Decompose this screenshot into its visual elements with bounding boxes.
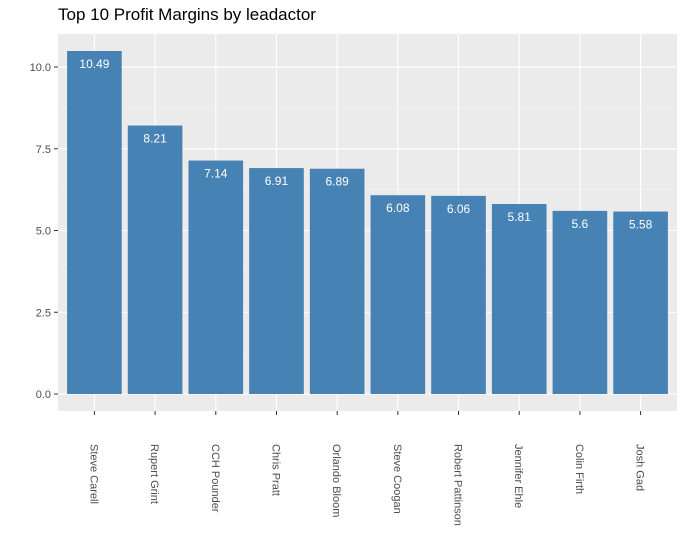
bar	[431, 195, 486, 394]
x-tick-label: CCH Pounder	[209, 444, 221, 513]
bar-value-label: 7.14	[204, 167, 228, 181]
bar-value-label: 6.91	[265, 174, 289, 188]
bar	[249, 168, 304, 394]
bar	[127, 125, 183, 394]
bar-value-label: 5.6	[572, 217, 589, 231]
x-tick-label: Robert Pattinson	[452, 444, 464, 526]
bar	[613, 211, 668, 394]
x-tick-label: Josh Gad	[634, 444, 646, 491]
x-tick-label: Orlando Bloom	[330, 444, 342, 517]
bar-value-label: 6.89	[325, 175, 349, 189]
y-axis: 0.0 2.5 5.0 7.5 10.0	[30, 62, 58, 401]
bar	[67, 51, 122, 394]
x-tick-label: Chris Pratt	[269, 444, 281, 496]
y-tick-label: 5.0	[36, 226, 51, 238]
chart-title: Top 10 Profit Margins by leadactor	[58, 5, 316, 24]
x-tick-label: Jennifer Ehle	[512, 444, 524, 508]
bar	[552, 210, 608, 394]
bar	[491, 204, 547, 394]
y-tick-label: 7.5	[36, 144, 51, 156]
y-tick-label: 0.0	[36, 389, 51, 401]
bar	[188, 160, 244, 394]
bar-value-label: 5.58	[629, 218, 653, 232]
bar-value-label: 6.08	[386, 201, 410, 215]
bar	[309, 168, 365, 394]
x-tick-label: Rupert Grint	[148, 444, 160, 504]
bar	[370, 195, 426, 394]
x-tick-label: Steve Coogan	[391, 444, 403, 514]
bar-value-label: 8.21	[143, 132, 167, 146]
x-tick-label: Colin Firth	[573, 444, 585, 494]
y-tick-label: 2.5	[36, 307, 51, 319]
bar-value-label: 6.06	[447, 202, 471, 216]
bars	[67, 51, 668, 394]
bar-value-label: 5.81	[508, 210, 532, 224]
x-axis: Steve Carell Rupert Grint CCH Pounder Chris…	[87, 411, 646, 526]
bar-value-labels: 10.49 8.21 7.14 6.91 6.89 6.08 6.06 5.81 5.6 5.58	[79, 57, 652, 232]
y-tick-label: 10.0	[30, 62, 51, 74]
bar-value-label: 10.49	[79, 57, 109, 71]
x-tick-label: Steve Carell	[87, 444, 99, 504]
